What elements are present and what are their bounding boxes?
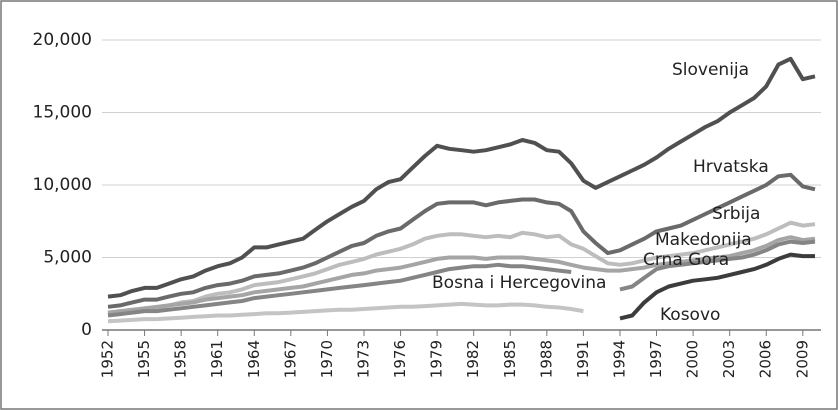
series-label: Crna Gora [643,250,729,270]
x-tick-label: 1988 [537,340,555,378]
x-tick-label: 2006 [757,340,775,378]
x-tick-label: 1982 [464,340,482,378]
series-label: Hrvatska [693,157,769,177]
series-label: Kosovo [660,305,720,325]
x-tick-label: 1967 [281,340,299,378]
x-tick-label: 1973 [354,340,372,378]
x-tick-label: 2003 [720,340,738,378]
x-tick-label: 1970 [318,340,336,378]
y-tick-label: 10,000 [33,175,92,195]
x-tick-label: 1991 [574,340,592,378]
series-line [107,301,584,324]
series-line [107,239,816,318]
series-line [107,235,816,315]
series-line [619,252,815,321]
x-tick-label: 2000 [684,340,702,378]
x-tick-label: 1955 [135,340,153,378]
series-line [107,56,816,299]
y-tick-label: 0 [81,320,92,340]
y-tick-label: 20,000 [33,30,92,50]
series-line [107,172,816,309]
x-tick-label: 1997 [647,340,665,378]
x-tick-label: 1985 [501,340,519,378]
series-label: Slovenija [672,60,749,80]
x-tick-label: 1976 [391,340,409,378]
x-tick-label: 1964 [245,340,263,378]
series-label: Bosna i Hercegovina [432,273,606,293]
x-tick-label: 1958 [172,340,190,378]
series-label: Makedonija [655,230,752,250]
y-tick-label: 5,000 [43,248,92,268]
x-tick-label: 2009 [793,340,811,378]
y-tick-label: 15,000 [33,103,92,123]
series-label: Srbija [712,204,760,224]
series-line [107,220,816,317]
x-tick-label: 1994 [610,340,628,378]
x-tick-label: 1952 [99,340,117,378]
x-tick-label: 1979 [428,340,446,378]
x-tick-label: 1961 [208,340,226,378]
